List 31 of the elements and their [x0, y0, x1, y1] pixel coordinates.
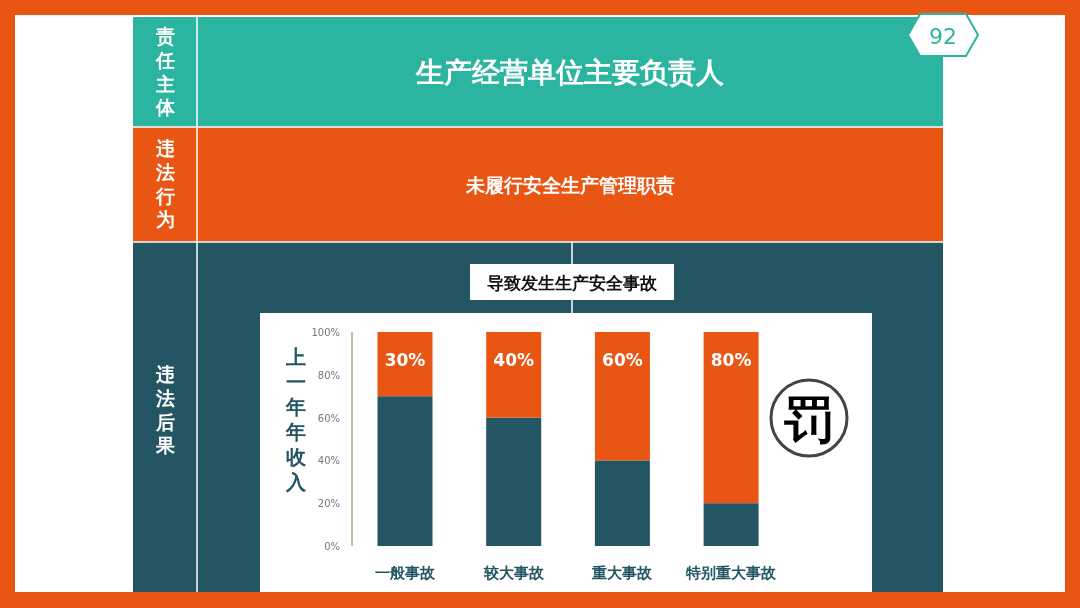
x-tick-label: 重大事故 [591, 564, 654, 582]
annotation: 罚 [783, 391, 834, 449]
bar [594, 460, 650, 546]
y-tick-label: 40% [317, 455, 340, 467]
data-label: 30% [384, 350, 426, 370]
text: 责任主体 [154, 25, 176, 119]
data-label: 60% [602, 350, 643, 370]
y-tick-label: 80% [317, 369, 340, 381]
y-tick-label: 0% [324, 541, 340, 552]
x-tick-label: 较大事故 [482, 564, 545, 582]
text: 导致发生生产安全事故 [487, 273, 658, 293]
y-tick-label: 60% [317, 412, 340, 424]
y-tick-label: 20% [317, 498, 340, 510]
x-tick-label: 特别重大事故 [685, 564, 778, 582]
bar [486, 332, 542, 418]
bar [377, 396, 433, 546]
text: 生产经营单位主要负责人 [415, 56, 725, 89]
data-label: 40% [493, 350, 535, 370]
y-axis-title: 上一年年收入 [285, 345, 307, 494]
y-tick-label: 100% [311, 327, 340, 338]
bar [377, 332, 433, 397]
text: 92 [929, 24, 957, 49]
bar [703, 332, 759, 504]
text: 违法后果 [154, 363, 176, 457]
text: 违法行为 [154, 137, 175, 231]
bar [594, 332, 650, 461]
x-tick-label: 一般事故 [375, 564, 436, 582]
data-label: 80% [710, 350, 752, 370]
bar [486, 417, 542, 546]
text: 未履行安全生产管理职责 [464, 174, 675, 196]
bar [703, 503, 759, 546]
